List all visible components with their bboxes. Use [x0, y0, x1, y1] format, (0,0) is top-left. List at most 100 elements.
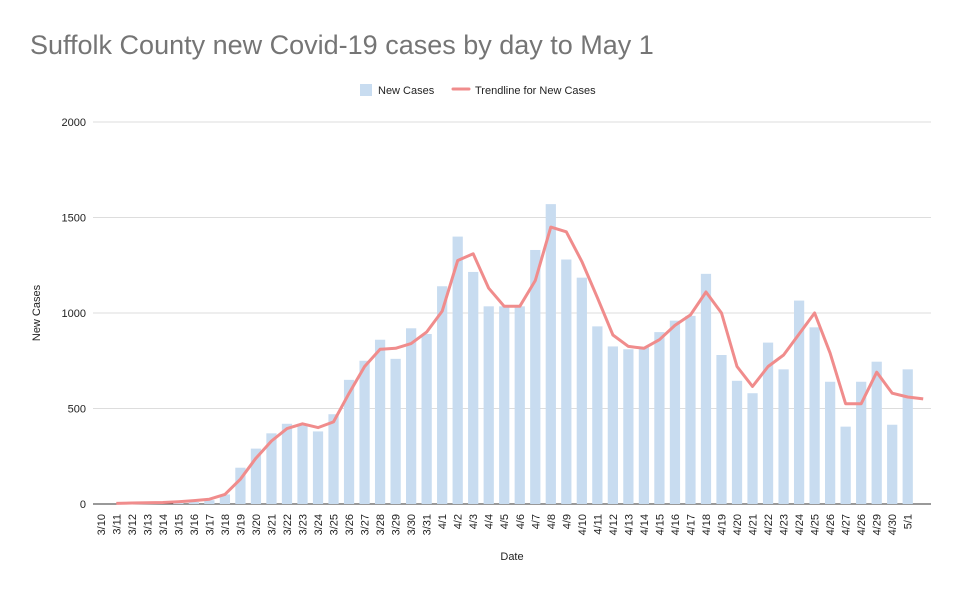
chart-title: Suffolk County new Covid-19 cases by day…: [30, 30, 654, 60]
bar: [762, 342, 774, 504]
x-tick-label: 4/12: [608, 514, 620, 535]
bar: [188, 502, 199, 504]
bar: [638, 347, 650, 504]
bar: [825, 381, 836, 504]
x-tick-label: 3/21: [266, 514, 278, 535]
x-tick-label: 3/26: [344, 514, 356, 535]
bar: [561, 259, 572, 504]
gridlines: [93, 121, 931, 505]
bar: [173, 503, 184, 504]
y-tick-label: 1000: [62, 308, 86, 320]
bar: [297, 423, 308, 504]
x-tick-label: 4/20: [732, 514, 744, 535]
legend: New Cases Trendline for New Cases: [360, 84, 596, 97]
x-tick-label: 4/13: [623, 514, 635, 535]
x-tick-label: 3/29: [391, 514, 403, 535]
x-tick-label: 4/5: [499, 514, 511, 529]
x-tick-label: 4/8: [546, 514, 558, 529]
x-tick-label: 4/16: [670, 514, 682, 535]
bar: [359, 360, 370, 504]
bar: [685, 315, 696, 504]
bar: [592, 326, 603, 504]
bar: [856, 381, 867, 504]
x-tick-label: 4/22: [763, 514, 775, 535]
bar: [623, 349, 634, 504]
x-tick-label: 3/23: [298, 514, 310, 535]
bar: [716, 355, 727, 504]
bar: [406, 328, 417, 504]
bar: [731, 380, 743, 504]
bar: [576, 277, 587, 504]
bar: [545, 204, 556, 504]
bar: [700, 273, 712, 504]
x-tick-label: 4/26: [856, 514, 868, 535]
bar: [281, 423, 293, 504]
x-tick-label: 3/30: [406, 514, 418, 535]
x-tick-label: 4/2: [453, 514, 465, 529]
x-tick-label: 4/17: [685, 514, 697, 535]
x-tick-label: 3/13: [142, 514, 154, 535]
y-axis-title: New Cases: [31, 284, 43, 341]
x-tick-label: 3/18: [220, 514, 232, 535]
bar: [747, 393, 758, 504]
x-tick-label: 4/27: [841, 514, 853, 535]
bar: [343, 379, 355, 504]
bar: [374, 339, 386, 504]
x-tick-label: 4/3: [468, 514, 480, 529]
bar: [483, 306, 494, 504]
x-tick-label: 4/15: [654, 514, 666, 535]
x-tick-label: 4/7: [530, 514, 542, 529]
x-tick-label: 4/30: [887, 514, 899, 535]
x-tick-label: 3/22: [282, 514, 294, 535]
x-tick-label: 3/16: [189, 514, 201, 535]
x-tick-label: 4/29: [872, 514, 884, 535]
bar: [499, 306, 510, 504]
x-tick-label: 3/28: [375, 514, 387, 535]
x-tick-label: 3/11: [111, 514, 123, 535]
bar: [607, 346, 618, 504]
x-tick-label: 4/21: [748, 514, 760, 535]
x-tick-label: 3/19: [235, 514, 247, 535]
y-tick-label: 0: [80, 499, 86, 511]
x-tick-label: 4/26: [825, 514, 837, 535]
bar: [437, 286, 448, 504]
y-tick-label: 2000: [62, 117, 86, 129]
bar: [887, 424, 898, 504]
x-tick-label: 4/24: [794, 514, 806, 535]
x-tick-label: 4/25: [810, 514, 822, 535]
bar-series: [173, 204, 913, 504]
bar: [514, 306, 525, 504]
bar: [669, 320, 681, 504]
bar: [250, 448, 262, 504]
x-tick-label: 3/10: [96, 514, 108, 535]
bar: [468, 271, 479, 504]
y-tick-labels: 0 500 1000 1500 2000: [62, 117, 86, 511]
x-tick-label: 3/15: [173, 514, 185, 535]
legend-label-trendline: Trendline for New Cases: [475, 85, 596, 97]
trend-series: [116, 225, 924, 505]
bar: [902, 369, 913, 504]
bar: [235, 467, 246, 504]
x-axis-title: Date: [500, 551, 523, 563]
y-tick-label: 500: [68, 404, 86, 416]
y-tick-label: 1500: [62, 213, 86, 225]
x-tick-label: 5/1: [903, 514, 915, 529]
x-tick-label: 3/27: [360, 514, 372, 535]
bar: [654, 332, 665, 504]
legend-swatch-new-cases: [360, 84, 372, 96]
x-tick-label: 4/14: [639, 514, 651, 535]
bar: [312, 431, 324, 504]
x-tick-label: 4/10: [577, 514, 589, 535]
x-tick-label: 3/24: [313, 514, 325, 535]
x-tick-label: 4/23: [779, 514, 791, 535]
x-tick-label: 3/12: [127, 514, 139, 535]
x-tick-label: 3/20: [251, 514, 263, 535]
bar: [421, 334, 432, 504]
x-tick-label: 4/1: [437, 514, 449, 529]
x-tick-label: 4/6: [515, 514, 527, 529]
trendline: [116, 225, 924, 505]
bar: [793, 300, 805, 504]
bar: [452, 236, 463, 504]
